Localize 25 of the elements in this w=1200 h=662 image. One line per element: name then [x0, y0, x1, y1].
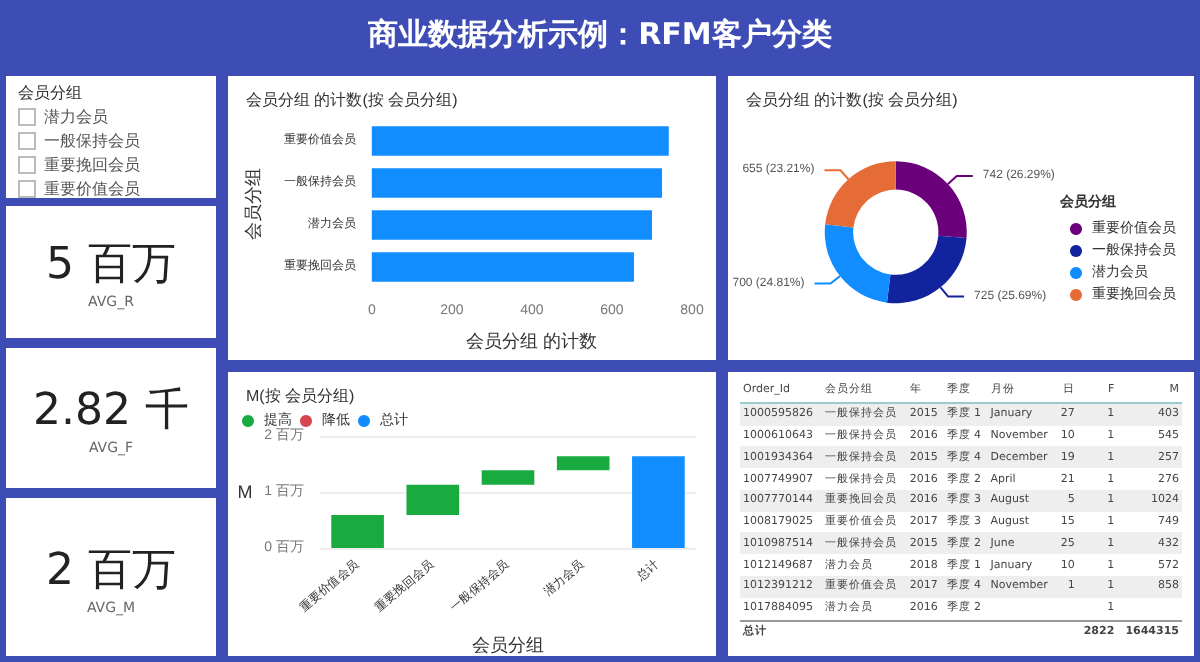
- bar: [371, 126, 669, 156]
- chart-title: 会员分组 的计数(按 会员分组): [246, 91, 459, 109]
- bar: [481, 470, 535, 485]
- text: 商业数据分析示例：RFM客户分类: [0, 0, 1200, 68]
- x-axis-title: 会员分组 的计数: [466, 331, 598, 351]
- bar: [331, 514, 384, 548]
- category-label: 重要挽回会员: [44, 154, 140, 176]
- bar: [371, 252, 634, 282]
- x-axis-title: 会员分组: [472, 635, 544, 655]
- y-axis-title: M: [237, 482, 253, 502]
- bar: [406, 484, 460, 515]
- text: 5 百万: [46, 238, 176, 294]
- text: 2.82 千: [33, 384, 189, 440]
- category-label: 潜力会员: [44, 106, 108, 128]
- bar: [632, 456, 685, 548]
- chart-title: M(按 会员分组): [246, 387, 356, 405]
- bar: [556, 456, 610, 471]
- chart-title: 会员分组 的计数(按 会员分组): [746, 91, 959, 109]
- text: 会员分组: [18, 82, 84, 104]
- text: 2 百万: [46, 543, 176, 599]
- category-label: 重要价值会员: [44, 178, 140, 200]
- bar: [371, 168, 662, 198]
- category-label: 一般保持会员: [44, 130, 140, 152]
- bar: [371, 210, 652, 240]
- y-axis-title: 会员分组: [243, 168, 263, 240]
